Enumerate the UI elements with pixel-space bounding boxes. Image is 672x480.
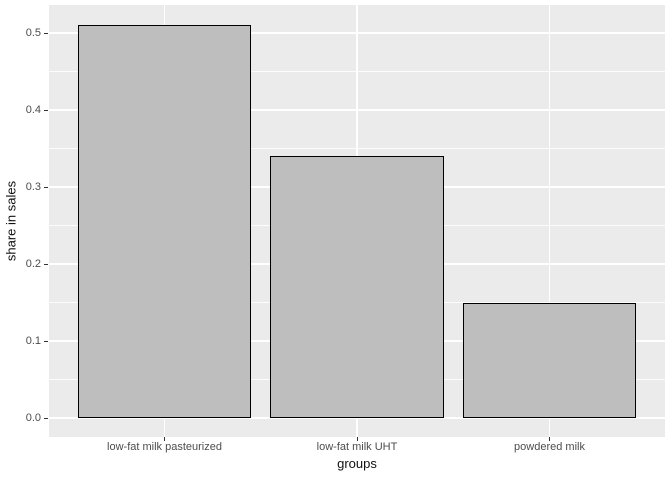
- chart-panel: [49, 5, 665, 437]
- y-tick-mark: [44, 263, 48, 265]
- y-tick-mark: [44, 109, 48, 111]
- x-tick-label: low-fat milk pasteurized: [107, 441, 222, 453]
- y-tick-mark: [44, 417, 48, 419]
- y-tick-label: 0.4: [25, 104, 41, 116]
- x-tick-mark: [549, 437, 550, 441]
- y-tick-label: 0.1: [25, 335, 41, 347]
- y-tick-label: 0.0: [25, 412, 41, 424]
- bar: [270, 156, 444, 418]
- x-axis-title: groups: [337, 456, 377, 471]
- y-tick-label: 0.5: [25, 27, 41, 39]
- y-tick-mark: [44, 340, 48, 342]
- bar: [77, 25, 252, 418]
- gridline-major-x: [548, 5, 551, 437]
- x-tick-label: low-fat milk UHT: [316, 441, 398, 453]
- x-tick-mark: [164, 437, 165, 441]
- x-tick-label: powdered milk: [514, 441, 585, 453]
- y-tick-label: 0.2: [25, 258, 41, 270]
- x-tick-mark: [356, 437, 358, 441]
- y-tick-mark: [44, 186, 48, 188]
- y-tick-label: 0.3: [25, 181, 41, 193]
- y-tick-mark: [44, 32, 48, 34]
- bar: [462, 302, 637, 418]
